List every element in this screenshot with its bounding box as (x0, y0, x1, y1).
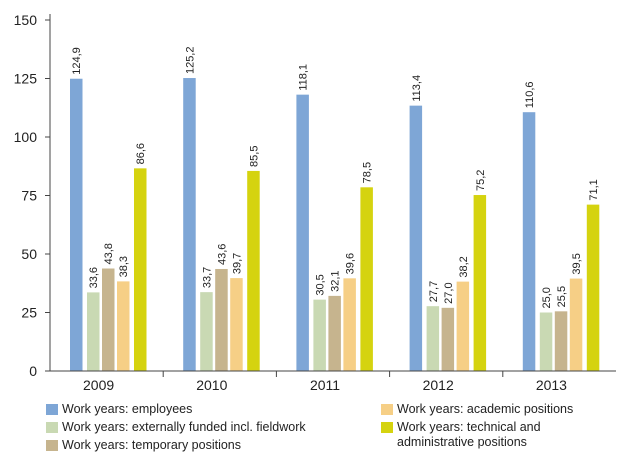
y-tick-label: 25 (21, 305, 37, 321)
data-label: 43,8 (103, 243, 115, 264)
bar (409, 105, 423, 372)
data-label: 27,0 (443, 282, 455, 303)
y-tick-label: 0 (29, 363, 37, 379)
bars: 124,9 33,643,838,3 86,6 125,2 33,743,6 39,7 85… (70, 47, 600, 372)
bar (230, 278, 243, 371)
data-label: 30,5 (315, 274, 327, 295)
legend-item: Work years: externally funded incl. fiel… (46, 420, 306, 435)
bar (586, 204, 600, 371)
legend-item: Work years: technical and administrative… (381, 420, 591, 450)
bar (117, 281, 130, 371)
x-tick-label: 2012 (423, 377, 454, 393)
bar (554, 311, 568, 371)
bar (215, 268, 228, 371)
bar (473, 195, 487, 371)
legend-label: Work years: externally funded incl. fiel… (62, 420, 306, 434)
x-tick-label: 2011 (310, 377, 340, 393)
bar (539, 312, 553, 371)
data-label: 33,6 (88, 267, 100, 288)
data-label: 38,3 (118, 256, 130, 277)
bar (313, 299, 326, 371)
bar (200, 292, 213, 371)
bar (426, 306, 440, 371)
y-tick-label: 150 (14, 12, 38, 28)
data-label: 39,6 (345, 253, 357, 274)
y-tick-label: 100 (14, 129, 38, 145)
data-label: 33,7 (201, 267, 213, 288)
legend-label: Work years: temporary positions (62, 438, 241, 452)
legend: Work years: employees Work years: externa… (0, 398, 629, 455)
data-label: 125,2 (184, 47, 196, 75)
y-axis: 0 25 50 75 100 125 150 (14, 12, 51, 379)
bar (247, 170, 260, 371)
data-label: 113,4 (411, 75, 423, 102)
data-label: 71,1 (588, 179, 600, 200)
x-tick-label: 2010 (196, 377, 227, 393)
bar (441, 307, 455, 371)
bar (360, 187, 373, 371)
legend-item: Work years: employees (46, 402, 192, 417)
legend-swatch (46, 404, 58, 415)
bar (343, 278, 356, 371)
legend-swatch (381, 404, 393, 415)
legend-label: Work years: technical and administrative… (397, 420, 541, 449)
data-label: 78,5 (362, 162, 374, 183)
bar (328, 295, 341, 371)
bar (183, 78, 196, 372)
x-axis: 2009 2010 2011 2012 2013 (50, 370, 616, 393)
data-label: 39,5 (571, 253, 583, 274)
x-tick-label: 2009 (83, 377, 114, 393)
data-label: 25,5 (556, 286, 568, 307)
data-label: 86,6 (135, 143, 147, 164)
y-tick-label: 50 (21, 246, 37, 262)
data-label: 75,2 (475, 170, 487, 191)
y-tick-label: 125 (14, 71, 38, 87)
data-label: 124,9 (71, 47, 83, 75)
legend-item: Work years: academic positions (381, 402, 573, 417)
legend-swatch (381, 422, 393, 433)
data-label: 118,1 (298, 64, 310, 91)
data-label: 39,7 (231, 253, 243, 274)
data-label: 25,0 (541, 287, 553, 308)
data-label: 38,2 (458, 256, 470, 277)
bar (102, 268, 115, 371)
bar (134, 168, 147, 371)
bar (87, 292, 100, 371)
bar (70, 78, 83, 371)
bar (296, 94, 309, 372)
legend-swatch (46, 422, 58, 433)
data-label: 43,6 (216, 244, 228, 265)
bar (569, 278, 583, 371)
data-label: 32,1 (330, 270, 342, 291)
x-tick-label: 2013 (536, 377, 567, 393)
legend-label: Work years: academic positions (397, 402, 574, 416)
legend-label: Work years: employees (62, 402, 193, 416)
data-label: 27,7 (428, 281, 440, 302)
data-label: 110,6 (524, 81, 536, 108)
y-tick-label: 75 (21, 188, 37, 204)
bar (522, 112, 536, 372)
legend-swatch (46, 440, 58, 451)
data-label: 85,5 (248, 146, 260, 167)
bar (456, 281, 470, 371)
legend-item: Work years: temporary positions (46, 438, 241, 453)
